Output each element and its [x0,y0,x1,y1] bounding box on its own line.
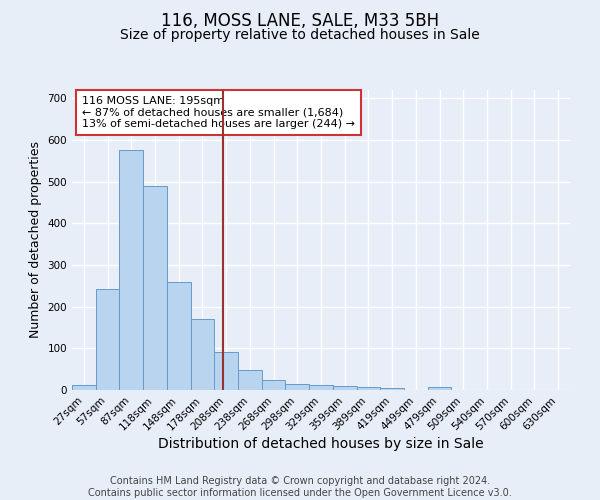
Bar [72,385,96,390]
Bar [286,384,309,390]
X-axis label: Distribution of detached houses by size in Sale: Distribution of detached houses by size … [158,438,484,452]
Text: 116 MOSS LANE: 195sqm
← 87% of detached houses are smaller (1,684)
13% of semi-d: 116 MOSS LANE: 195sqm ← 87% of detached … [82,96,355,129]
Bar [214,352,238,390]
Bar [167,282,191,390]
Y-axis label: Number of detached properties: Number of detached properties [29,142,42,338]
Text: Size of property relative to detached houses in Sale: Size of property relative to detached ho… [120,28,480,42]
Bar [309,385,333,390]
Bar [191,319,214,390]
Bar [380,388,404,390]
Bar [333,386,356,390]
Bar [238,370,262,390]
Bar [356,387,380,390]
Bar [428,387,451,390]
Bar [143,186,167,390]
Text: 116, MOSS LANE, SALE, M33 5BH: 116, MOSS LANE, SALE, M33 5BH [161,12,439,30]
Text: Contains HM Land Registry data © Crown copyright and database right 2024.
Contai: Contains HM Land Registry data © Crown c… [88,476,512,498]
Bar [262,380,286,390]
Bar [119,150,143,390]
Bar [96,289,119,390]
